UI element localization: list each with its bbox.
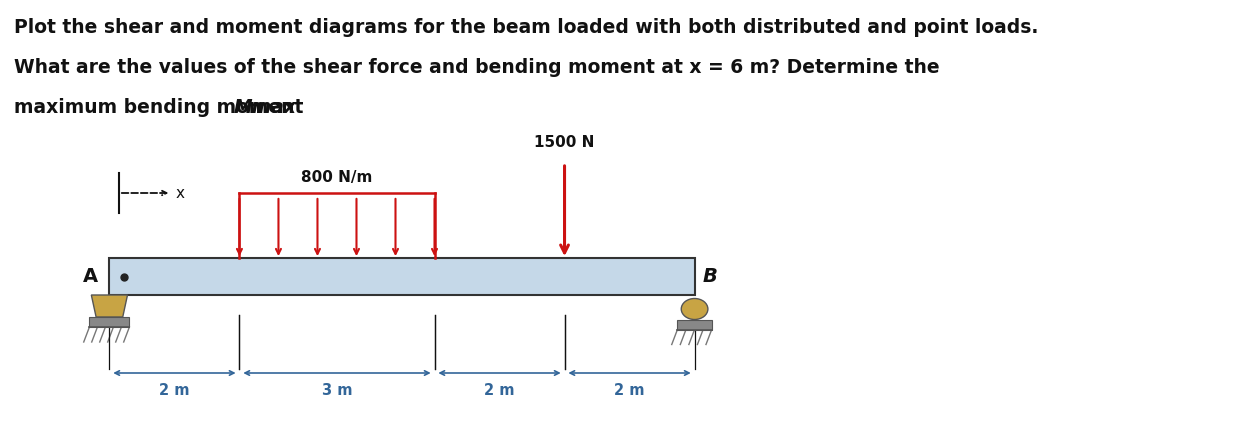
Text: A: A (83, 267, 98, 286)
Polygon shape (92, 295, 127, 317)
Ellipse shape (682, 298, 708, 320)
Text: Mmax: Mmax (234, 98, 297, 117)
Bar (678, 320, 712, 329)
Text: What are the values of the shear force and bending moment at x = 6 m? Determine : What are the values of the shear force a… (14, 58, 940, 77)
Text: maximum bending moment: maximum bending moment (14, 98, 311, 117)
Text: B: B (702, 267, 717, 286)
Text: 2 m: 2 m (484, 383, 515, 398)
Text: Plot the shear and moment diagrams for the beam loaded with both distributed and: Plot the shear and moment diagrams for t… (14, 18, 1039, 37)
Text: 2 m: 2 m (160, 383, 190, 398)
Text: 2 m: 2 m (614, 383, 645, 398)
Text: 800 N/m: 800 N/m (302, 170, 372, 185)
Bar (89, 317, 130, 327)
Bar (109, 258, 694, 295)
Text: x: x (176, 186, 185, 201)
Text: 1500 N: 1500 N (535, 135, 595, 150)
Text: 3 m: 3 m (322, 383, 352, 398)
Text: .: . (276, 98, 283, 117)
